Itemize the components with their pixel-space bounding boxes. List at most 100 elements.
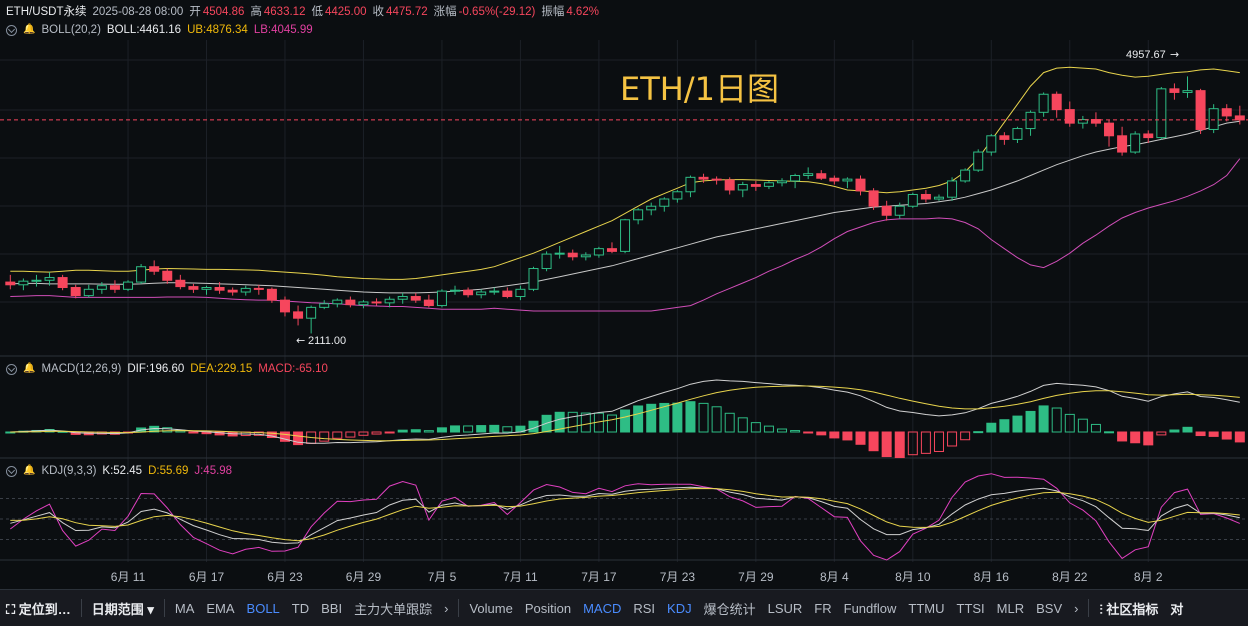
change-value: -0.65%(-29.12) [458, 6, 536, 18]
chart-canvas[interactable]: 4957.67 → ← 2111.00 [0, 0, 1248, 589]
candle-body [227, 289, 238, 293]
indicator-bbi[interactable]: BBI [321, 600, 343, 616]
x-tick-label: 8月 22 [1052, 570, 1088, 584]
indicator-boll[interactable]: BOLL [246, 600, 280, 616]
date-range-button[interactable]: 日期范围 ▾ [91, 601, 154, 617]
indicator-position[interactable]: Position [524, 600, 572, 616]
candle-body [450, 289, 461, 292]
macd-histogram-bar [973, 431, 984, 434]
candle-body [1117, 135, 1128, 153]
indicator-fr[interactable]: FR [814, 600, 832, 616]
candle-body [999, 135, 1010, 140]
candle-body [541, 253, 552, 270]
kdj-pane [0, 473, 1248, 561]
macd-histogram-bar [1234, 431, 1245, 443]
macd-histogram-bar [1064, 413, 1075, 433]
eye-icon[interactable] [6, 24, 17, 36]
macd-histogram-bar [1038, 405, 1049, 433]
bell-icon[interactable]: 🔔 [23, 465, 36, 476]
candle-body [920, 193, 931, 200]
candle-body [790, 175, 801, 182]
indicator-bsv[interactable]: BSV [1036, 600, 1063, 616]
eye-icon[interactable] [6, 363, 17, 375]
kdj-name: KDJ(9,3,3) [41, 465, 97, 477]
macd-histogram-bar [999, 419, 1010, 433]
kdj-k-line [10, 486, 1240, 544]
x-tick-label: 6月 29 [345, 570, 382, 584]
macd-histogram-bar [777, 428, 788, 433]
candle-body [672, 191, 683, 200]
indicator-main-order[interactable]: 主力大单跟踪 [354, 601, 433, 617]
macd-histogram-bar [816, 431, 827, 436]
macd-header: 🔔 MACD(12,26,9) DIF:196.60 DEA:229.15 MA… [6, 361, 334, 377]
bell-icon[interactable]: 🔔 [23, 363, 36, 374]
macd-histogram-bar [397, 429, 408, 433]
candle-body [1182, 90, 1193, 93]
open-value: 4504.86 [202, 6, 245, 18]
candle-body [724, 179, 735, 191]
chevron-right-icon[interactable]: › [1074, 600, 1079, 616]
candle-body [188, 286, 199, 290]
ohlc-header: ETH/USDT永续 2025-08-28 08:00 开 4504.86 高 46… [6, 4, 605, 20]
candles [5, 76, 1245, 334]
min-price-arrow: ← [296, 334, 305, 347]
macd-histogram-bar [489, 424, 500, 433]
candle-body [18, 280, 29, 286]
indicator-fundflow[interactable]: Fundflow [843, 600, 897, 616]
indicator-ttsi[interactable]: TTSI [956, 600, 985, 616]
macd-histogram-bar [881, 431, 892, 458]
indicator-ema[interactable]: EMA [206, 600, 235, 616]
macd-histogram-bar [1156, 431, 1167, 436]
macd-histogram-bar [1169, 429, 1180, 433]
kdj-d-value: D:55.69 [148, 465, 189, 477]
indicator-ttmu[interactable]: TTMU [908, 600, 945, 616]
indicator-td[interactable]: TD [291, 600, 310, 616]
compare-button[interactable]: 对 [1170, 601, 1184, 617]
indicator-volume[interactable]: Volume [469, 600, 513, 616]
indicator-kdj[interactable]: KDJ [667, 600, 692, 616]
community-indicator-button[interactable]: ⫶ 社区指标 [1099, 601, 1159, 617]
x-tick-label: 7月 23 [659, 570, 696, 584]
change-label: 涨幅 [433, 6, 457, 18]
amp-value: 4.62% [566, 6, 599, 18]
candle-body [881, 205, 892, 216]
candle-body [986, 135, 997, 153]
indicator-liquidation[interactable]: 爆仓统计 [703, 601, 756, 617]
macd-histogram-bar [606, 414, 617, 433]
locate-button[interactable]: ⛶ 定位到… [6, 601, 71, 617]
candle-body [554, 252, 565, 255]
indicator-rsi[interactable]: RSI [633, 600, 656, 616]
extreme-marks: 4957.67 → ← 2111.00 [296, 48, 1179, 347]
candle-body [319, 303, 330, 308]
eye-icon[interactable] [6, 465, 17, 477]
grid-lines [0, 40, 1248, 562]
macd-histogram-bar [868, 431, 879, 452]
candle-body [907, 193, 918, 207]
candle-body [83, 288, 94, 297]
boll-upper-line [10, 66, 1240, 280]
indicator-lsur[interactable]: LSUR [767, 600, 803, 616]
macd-histogram-bar [672, 402, 683, 433]
candle-body [123, 281, 134, 290]
candle-body [332, 299, 343, 305]
macd-histogram-bar [293, 431, 304, 446]
macd-histogram-bar [907, 431, 918, 456]
candle-body [306, 306, 317, 319]
x-tick-label: 6月 23 [267, 570, 303, 584]
macd-histogram-bar [1051, 407, 1062, 433]
chevron-right-icon[interactable]: › [444, 600, 449, 616]
indicator-mlr[interactable]: MLR [996, 600, 1025, 616]
candle-body [502, 290, 513, 298]
low-value: 4425.00 [324, 6, 367, 18]
kdj-j-value: J:45.98 [194, 465, 233, 477]
bell-icon[interactable]: 🔔 [23, 24, 36, 35]
indicator-ma[interactable]: MA [174, 600, 195, 616]
candle-body [44, 277, 55, 281]
candle-body [371, 301, 382, 304]
macd-histogram-bar [502, 426, 513, 433]
indicator-macd[interactable]: MACD [583, 600, 622, 616]
candle-body [816, 173, 827, 179]
macd-histogram-bar [1025, 410, 1036, 433]
candle-body [620, 219, 631, 252]
boll-mid-value: BOLL:4461.16 [106, 24, 182, 36]
